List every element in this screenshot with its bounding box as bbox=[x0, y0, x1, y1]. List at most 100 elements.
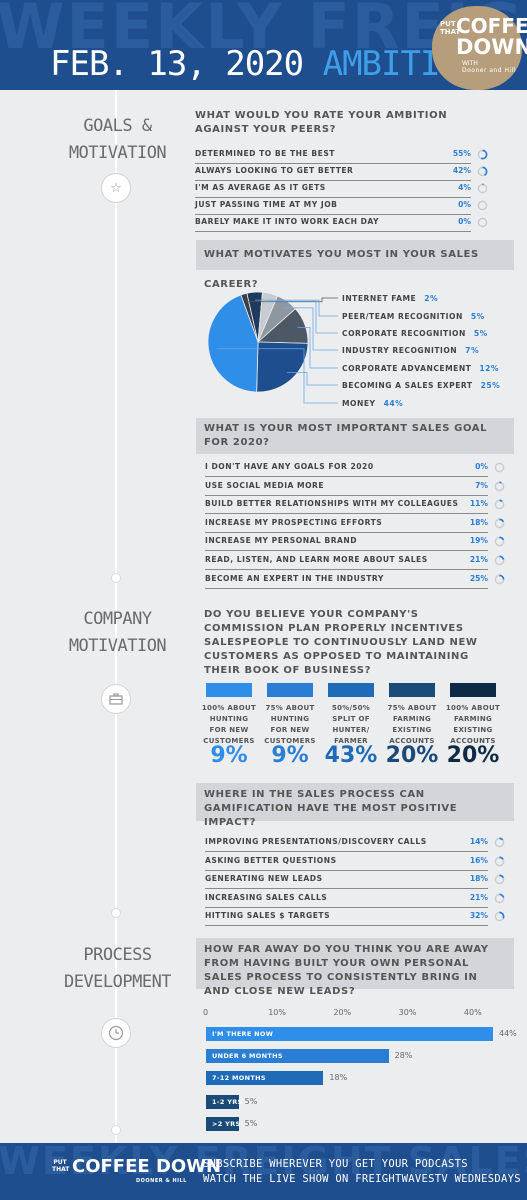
option-label: I'M AS AVERAGE AS IT GETS bbox=[195, 183, 326, 192]
pie-leader-line bbox=[282, 307, 338, 351]
option-label: 100% ABOUT HUNTING FOR NEW CUSTOMERS bbox=[201, 704, 257, 745]
progress-ring-icon bbox=[494, 462, 505, 473]
option-row: DETERMINED TO BE THE BEST 55% bbox=[195, 147, 488, 164]
option-label: ALWAYS LOOKING TO GET BETTER bbox=[195, 166, 354, 175]
progress-ring-icon bbox=[477, 149, 488, 160]
option-row: I DON'T HAVE ANY GOALS FOR 2020 0% bbox=[205, 460, 505, 477]
axis-tick-label: 10% bbox=[268, 1008, 286, 1017]
clock-icon bbox=[101, 1018, 131, 1048]
pie-legend-percent: 2% bbox=[424, 294, 439, 303]
option-row: I'M AS AVERAGE AS IT GETS 4% bbox=[195, 181, 488, 198]
option-row: READ, LISTEN, AND LEARN MORE ABOUT SALES… bbox=[205, 553, 505, 570]
option-row: ALWAYS LOOKING TO GET BETTER 42% bbox=[195, 164, 488, 181]
footer-line-watch: WATCH THE LIVE SHOW ON FREIGHTWAVESTV WE… bbox=[203, 1173, 527, 1185]
pie-legend-label: CORPORATE ADVANCEMENT bbox=[342, 364, 472, 373]
footer-logo-put-that: PUT THAT bbox=[52, 1159, 70, 1173]
option-percent: 0% bbox=[475, 462, 488, 471]
section-title-process: PROCESS DEVELOPMENT bbox=[63, 945, 172, 992]
progress-ring-icon bbox=[494, 911, 505, 922]
motivation-pie-chart bbox=[207, 291, 338, 404]
question-sales-goal: WHAT IS YOUR MOST IMPORTANT SALES GOAL F… bbox=[196, 418, 514, 454]
option-label: DETERMINED TO BE THE BEST bbox=[195, 149, 335, 158]
option-percent: 11% bbox=[469, 499, 488, 509]
option-label: 50%/50% SPLIT OF HUNTER/ FARMER bbox=[331, 704, 371, 745]
option-percent: 9% bbox=[210, 743, 248, 768]
option-percent: 0% bbox=[458, 200, 471, 209]
pie-legend-item: INDUSTRY RECOGNITION 7% bbox=[342, 346, 479, 355]
progress-ring-icon bbox=[494, 893, 505, 904]
timeline-dot bbox=[111, 908, 121, 918]
option-label: BECOME AN EXPERT IN THE INDUSTRY bbox=[205, 573, 384, 583]
bar-value-label: 18% bbox=[329, 1073, 348, 1082]
option-label: USE SOCIAL MEDIA MORE bbox=[205, 480, 325, 490]
footer-watermark: WEEKLY FREIGHT SALES SURVEY bbox=[0, 1143, 527, 1183]
progress-ring-icon bbox=[477, 183, 488, 194]
option-label: I DON'T HAVE ANY GOALS FOR 2020 bbox=[205, 462, 374, 471]
option-row: BARELY MAKE IT INTO WORK EACH DAY 0% bbox=[195, 215, 488, 232]
option-color-block bbox=[267, 683, 313, 697]
bar-category-label: UNDER 6 MONTHS bbox=[212, 1052, 283, 1060]
option-label: IMPROVING PRESENTATIONS/DISCOVERY CALLS bbox=[205, 837, 427, 846]
option-row: BUILD BETTER RELATIONSHIPS WITH MY COLLE… bbox=[205, 497, 505, 515]
option-color-block bbox=[389, 683, 435, 697]
question-commission: DO YOU BELIEVE YOUR COMPANY'S COMMISSION… bbox=[204, 609, 478, 676]
survey-date: FEB. 13, 2020 bbox=[50, 44, 304, 84]
timeline-dot bbox=[111, 573, 121, 583]
axis-tick-label: 0 bbox=[203, 1008, 209, 1017]
option-percent: 19% bbox=[469, 536, 488, 546]
bar: 7-12 MONTHS bbox=[206, 1071, 324, 1085]
option-row: INCREASE MY PROSPECTING EFFORTS 18% bbox=[205, 516, 505, 533]
pie-legend-percent: 44% bbox=[383, 399, 404, 408]
option-color-block bbox=[450, 683, 496, 697]
option-row: IMPROVING PRESENTATIONS/DISCOVERY CALLS 1… bbox=[205, 835, 505, 852]
option-percent: 7% bbox=[475, 480, 488, 490]
option-percent: 25% bbox=[469, 573, 488, 583]
pie-legend-percent: 7% bbox=[465, 346, 480, 355]
bar-category-label: 7-12 MONTHS bbox=[212, 1074, 266, 1082]
pie-legend-item: CORPORATE ADVANCEMENT 12% bbox=[342, 364, 499, 373]
pie-leader-line bbox=[297, 327, 338, 369]
progress-ring-icon bbox=[477, 166, 488, 177]
option-label: ASKING BETTER QUESTIONS bbox=[205, 855, 337, 865]
option-percent: 0% bbox=[458, 217, 471, 226]
pie-slice bbox=[207, 294, 259, 393]
page-title: FEB. 13, 2020 AMBITION bbox=[50, 44, 479, 84]
option-percent: 32% bbox=[469, 911, 488, 921]
question-gamification: WHERE IN THE SALES PROCESS CAN GAMIFICAT… bbox=[196, 783, 514, 828]
progress-ring-icon bbox=[494, 837, 505, 848]
progress-ring-icon bbox=[494, 481, 505, 492]
podcast-logo: PUT THAT COFFEE DOWN WITH Dooner and Hil… bbox=[432, 6, 527, 90]
bar-category-label: 1-2 YRS bbox=[212, 1098, 243, 1106]
option-percent: 21% bbox=[469, 555, 488, 564]
pie-legend-item: INTERNET FAME 2% bbox=[342, 294, 438, 303]
bar-value-label: 44% bbox=[499, 1029, 517, 1038]
option-percent: 20% bbox=[385, 743, 439, 768]
progress-ring-icon bbox=[477, 217, 488, 228]
footer-logo-coffee-down: COFFEE DOWN bbox=[72, 1156, 222, 1177]
option-percent: 18% bbox=[469, 517, 488, 527]
pie-legend-percent: 5% bbox=[473, 329, 488, 338]
question-sales-process: HOW FAR AWAY DO YOU THINK YOU ARE AWAY F… bbox=[196, 938, 514, 997]
option-row: JUST PASSING TIME AT MY JOB 0% bbox=[195, 198, 488, 215]
option-percent: 55% bbox=[452, 149, 471, 158]
bar: 1-2 YRS bbox=[206, 1095, 242, 1109]
logo-coffee: COFFEE bbox=[456, 14, 527, 38]
pie-leader-line bbox=[286, 372, 338, 386]
axis-tick-label: 20% bbox=[333, 1008, 352, 1017]
bar-category-label: I'M THERE NOW bbox=[212, 1030, 274, 1038]
section-title-company: COMPANY MOTIVATION bbox=[68, 609, 167, 656]
option-percent: 14% bbox=[469, 837, 488, 846]
pie-legend-percent: 5% bbox=[470, 312, 485, 321]
axis-tick-label: 30% bbox=[398, 1008, 417, 1017]
progress-ring-icon bbox=[494, 555, 505, 566]
option-percent: 43% bbox=[324, 743, 378, 768]
pie-legend-label: PEER/TEAM RECOGNITION bbox=[342, 312, 463, 321]
option-label: INCREASE MY PROSPECTING EFFORTS bbox=[205, 517, 383, 527]
option-label: JUST PASSING TIME AT MY JOB bbox=[195, 200, 338, 209]
timeline-line bbox=[115, 90, 117, 1143]
section-title-goals: GOALS & MOTIVATION bbox=[68, 116, 167, 163]
bar-value-label: 5% bbox=[244, 1097, 258, 1106]
option-percent: 21% bbox=[469, 892, 488, 902]
question-motivation: WHAT MOTIVATES YOU MOST IN YOUR SALES CA… bbox=[196, 240, 514, 290]
option-row: INCREASING SALES CALLS 21% bbox=[205, 891, 505, 908]
